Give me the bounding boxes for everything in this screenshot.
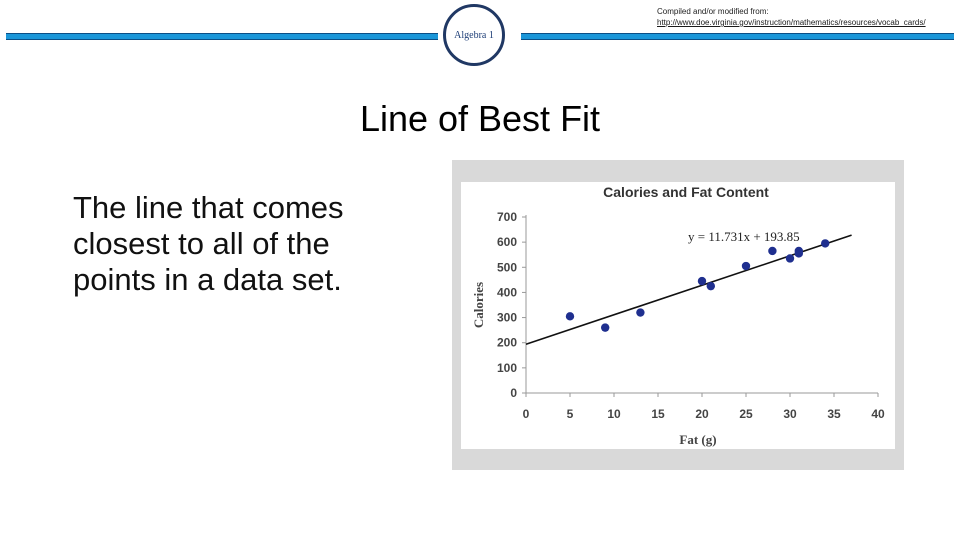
y-tick-label: 0 <box>510 386 517 400</box>
chart-plot-background <box>461 182 895 449</box>
y-tick-label: 500 <box>497 260 517 274</box>
x-tick-label: 35 <box>827 407 841 421</box>
definition-text: The line that comes closest to all of th… <box>73 190 344 297</box>
x-tick-label: 0 <box>523 407 530 421</box>
course-label: Algebra 1 <box>454 29 494 41</box>
header-band-left <box>6 33 438 40</box>
y-tick-label: 300 <box>497 311 517 325</box>
x-tick-label: 30 <box>783 407 797 421</box>
x-tick-label: 15 <box>651 407 665 421</box>
x-axis-label: Fat (g) <box>679 432 716 447</box>
y-tick-label: 700 <box>497 210 517 224</box>
data-point <box>565 312 575 321</box>
chart-frame: Calories and Fat Content y = 11.731x + 1… <box>452 160 904 470</box>
trendline-equation: y = 11.731x + 193.85 <box>688 229 800 244</box>
slide-title: Line of Best Fit <box>359 98 601 139</box>
x-tick-label: 10 <box>607 407 621 421</box>
header-band-right <box>521 33 954 40</box>
x-tick-label: 20 <box>695 407 709 421</box>
course-badge: Algebra 1 <box>443 4 505 66</box>
y-tick-label: 400 <box>497 285 517 299</box>
data-point <box>794 246 803 256</box>
source-link[interactable]: http://www.doe.virginia.gov/instruction/… <box>657 18 926 27</box>
x-tick-label: 40 <box>871 407 885 421</box>
source-line-1: Compiled and/or modified from: <box>657 7 769 16</box>
data-point <box>706 281 715 291</box>
x-tick-label: 5 <box>567 407 574 421</box>
data-point <box>697 276 707 286</box>
x-tick-label: 25 <box>739 407 753 421</box>
chart-title: Calories and Fat Content <box>603 184 769 200</box>
data-point <box>636 308 645 317</box>
source-credit: Compiled and/or modified from: http://ww… <box>657 6 957 28</box>
chart-marks: 0 100 200 300 400 500 600 700 0 5 10 15 20 25 30 35 40 <box>497 210 885 421</box>
y-tick-label: 100 <box>497 361 517 375</box>
y-tick-label: 200 <box>497 336 517 350</box>
data-point <box>785 254 795 263</box>
scatter-chart: Calories and Fat Content y = 11.731x + 1… <box>461 182 895 449</box>
y-tick-label: 600 <box>497 235 517 249</box>
data-point <box>821 239 830 248</box>
data-point <box>601 323 610 332</box>
data-point <box>768 246 777 256</box>
data-point <box>741 261 751 271</box>
y-axis-label: Calories <box>471 282 486 328</box>
